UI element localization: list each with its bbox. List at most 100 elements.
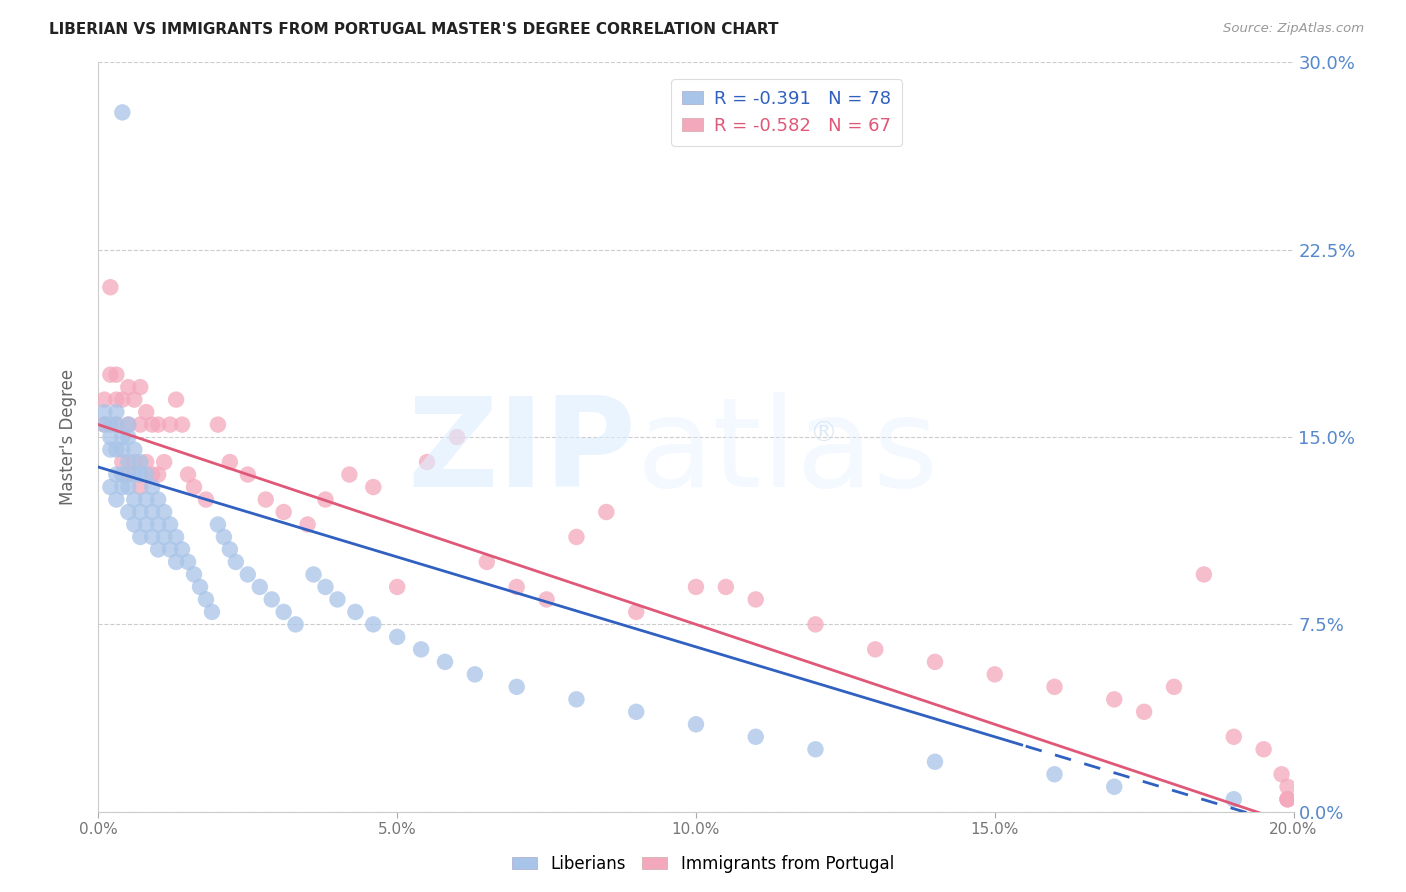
Point	[153, 505, 176, 519]
Point	[260, 592, 283, 607]
Point	[98, 417, 122, 432]
Point	[124, 467, 146, 482]
Point	[124, 517, 146, 532]
Point	[172, 417, 194, 432]
Point	[111, 392, 134, 407]
Point	[1104, 780, 1126, 794]
Point	[565, 530, 588, 544]
Point	[153, 455, 176, 469]
Point	[111, 467, 134, 482]
Point	[98, 480, 122, 494]
Point	[506, 680, 529, 694]
Point	[1253, 742, 1275, 756]
Point	[117, 467, 139, 482]
Point	[416, 455, 439, 469]
Point	[315, 492, 337, 507]
Point	[93, 417, 115, 432]
Point	[117, 480, 139, 494]
Point	[135, 517, 157, 532]
Point	[326, 592, 349, 607]
Point	[225, 555, 247, 569]
Point	[1223, 730, 1246, 744]
Point	[153, 530, 176, 544]
Point	[284, 617, 307, 632]
Point	[219, 455, 242, 469]
Point	[117, 380, 139, 394]
Point	[129, 380, 152, 394]
Point	[124, 492, 146, 507]
Point	[105, 417, 128, 432]
Point	[201, 605, 224, 619]
Text: LIBERIAN VS IMMIGRANTS FROM PORTUGAL MASTER'S DEGREE CORRELATION CHART: LIBERIAN VS IMMIGRANTS FROM PORTUGAL MAS…	[49, 22, 779, 37]
Point	[446, 430, 468, 444]
Point	[1133, 705, 1156, 719]
Point	[98, 368, 122, 382]
Point	[302, 567, 325, 582]
Point	[411, 642, 433, 657]
Point	[363, 617, 385, 632]
Point	[165, 392, 187, 407]
Point	[1277, 780, 1299, 794]
Point	[183, 480, 205, 494]
Point	[177, 555, 200, 569]
Point	[159, 542, 181, 557]
Point	[135, 492, 157, 507]
Point	[254, 492, 277, 507]
Point	[124, 455, 146, 469]
Point	[475, 555, 498, 569]
Point	[315, 580, 337, 594]
Point	[1277, 792, 1299, 806]
Point	[219, 542, 242, 557]
Point	[626, 605, 648, 619]
Point	[565, 692, 588, 706]
Point	[804, 617, 827, 632]
Point	[212, 530, 235, 544]
Point	[626, 705, 648, 719]
Point	[141, 417, 163, 432]
Point	[148, 492, 170, 507]
Point	[105, 492, 128, 507]
Point	[111, 442, 134, 457]
Point	[273, 505, 295, 519]
Point	[1277, 792, 1299, 806]
Point	[135, 405, 157, 419]
Point	[129, 467, 152, 482]
Point	[1163, 680, 1185, 694]
Point	[1271, 767, 1294, 781]
Point	[236, 467, 259, 482]
Point	[207, 517, 229, 532]
Point	[165, 555, 187, 569]
Point	[297, 517, 319, 532]
Point	[183, 567, 205, 582]
Y-axis label: Master's Degree: Master's Degree	[59, 369, 77, 505]
Point	[745, 730, 768, 744]
Point	[117, 430, 139, 444]
Point	[98, 442, 122, 457]
Point	[249, 580, 271, 594]
Point	[714, 580, 737, 594]
Legend: Liberians, Immigrants from Portugal: Liberians, Immigrants from Portugal	[505, 848, 901, 880]
Point	[177, 467, 200, 482]
Point	[117, 455, 139, 469]
Point	[207, 417, 229, 432]
Point	[148, 417, 170, 432]
Point	[172, 542, 194, 557]
Point	[148, 467, 170, 482]
Point	[93, 417, 115, 432]
Point	[98, 280, 122, 294]
Point	[685, 580, 707, 594]
Point	[159, 517, 181, 532]
Point	[105, 467, 128, 482]
Point	[111, 430, 134, 444]
Point	[129, 505, 152, 519]
Text: ®: ®	[810, 419, 838, 447]
Point	[188, 580, 211, 594]
Point	[111, 455, 134, 469]
Point	[1277, 792, 1299, 806]
Point	[434, 655, 457, 669]
Point	[924, 655, 946, 669]
Point	[124, 392, 146, 407]
Point	[984, 667, 1007, 681]
Text: ZIP: ZIP	[408, 392, 637, 513]
Point	[536, 592, 558, 607]
